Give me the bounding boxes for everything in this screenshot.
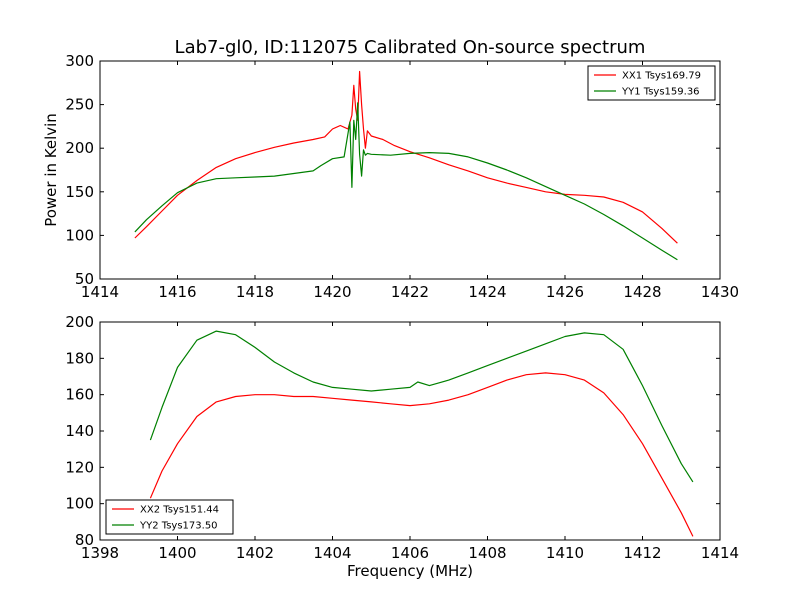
x-tick-label: 1424 [468,283,506,301]
legend-box-2 [105,499,234,535]
x-tick-label: 1402 [236,544,274,562]
x-tick-label: 1398 [81,544,119,562]
y-tick-label: 150 [65,183,94,201]
bottom-plot: 1398 1400 1402 1404 1406 1408 1410 1412 1414 80 10… [65,313,739,562]
legend-label: XX1 Tsys169.79 [622,71,701,82]
y-tick-label: 300 [65,52,94,70]
x-tick-label: 1410 [546,544,584,562]
y-tick-label: 180 [65,349,94,367]
y-tick-label: 200 [65,313,94,331]
y-tick-label: 200 [65,139,94,157]
y-axis-label: Power in Kelvin [42,113,60,227]
x-tick-label: 1426 [546,283,584,301]
y-tick-label: 100 [65,495,94,513]
x-tick-label: 1428 [623,283,661,301]
y-tick-label: 120 [65,458,94,476]
x-tick-label: 1406 [391,544,429,562]
y-tick-label: 50 [75,270,94,288]
legend-label: YY2 Tsys173.50 [139,521,218,532]
x-axis-label: Frequency (MHz) [347,562,473,580]
series-line-1-1 [134,70,678,244]
x-tick-label: 1414 [81,283,119,301]
y-tick-label: 140 [65,422,94,440]
x-tick-label: 1430 [701,283,739,301]
series-line-1-2 [134,102,678,261]
y-tick-label: 100 [65,226,94,244]
legend-label: XX2 Tsys151.44 [140,505,219,516]
y-tick-label: 80 [75,531,94,549]
x-tick-label: 1418 [236,283,274,301]
series-line-2-1 [149,372,694,537]
x-tick-label: 1416 [158,283,196,301]
legend-box-1 [587,65,716,101]
y-tick-label: 250 [65,96,94,114]
y-tick-label: 160 [65,386,94,404]
x-tick-label: 1422 [391,283,429,301]
x-tick-label: 1404 [313,544,351,562]
series-line-2-2 [149,330,694,483]
x-tick-label: 1400 [158,544,196,562]
x-tick-label: 1420 [313,283,351,301]
legend-label: YY1 Tsys159.36 [621,87,700,98]
x-tick-label: 1412 [623,544,661,562]
chart-title: Lab7-gl0, ID:112075 Calibrated On-source… [175,37,646,58]
top-plot: 1414 1416 1418 1420 1422 1424 1426 1428 1430 50 10… [65,52,739,301]
x-tick-label: 1414 [701,544,739,562]
x-tick-label: 1408 [468,544,506,562]
